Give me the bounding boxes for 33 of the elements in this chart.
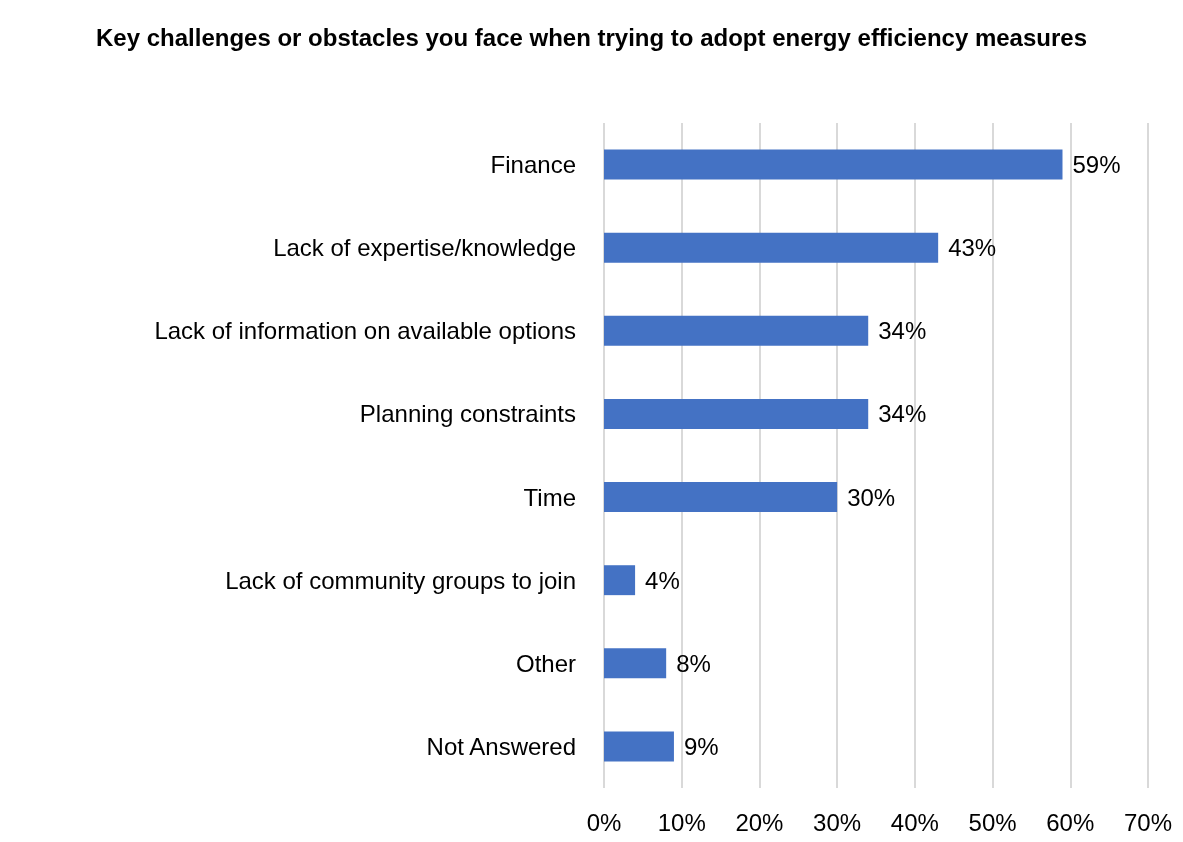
x-tick-label: 10% bbox=[657, 808, 706, 836]
bar bbox=[604, 482, 838, 513]
bar bbox=[604, 149, 1063, 180]
bar bbox=[604, 565, 636, 596]
bar bbox=[604, 648, 667, 679]
data-label: 30% bbox=[847, 483, 896, 511]
y-tick-label: Not Answered bbox=[426, 732, 576, 760]
data-label: 9% bbox=[683, 732, 719, 760]
x-tick-label: 60% bbox=[1046, 808, 1095, 836]
x-tick-label: 50% bbox=[968, 808, 1017, 836]
data-label: 4% bbox=[645, 566, 680, 594]
y-tick-label: Finance bbox=[490, 151, 576, 179]
data-label: 59% bbox=[1072, 151, 1121, 179]
y-tick-label: Planning constraints bbox=[359, 400, 576, 428]
data-label: 34% bbox=[878, 317, 927, 345]
y-tick-label: Lack of expertise/knowledge bbox=[273, 234, 576, 262]
y-tick-label: Lack of community groups to join bbox=[225, 566, 576, 594]
chart-title: Key challenges or obstacles you face when trying to adopt energy efficiency measures bbox=[96, 23, 1087, 51]
y-tick-label: Lack of information on available options bbox=[154, 317, 576, 345]
x-tick-label: 20% bbox=[735, 808, 784, 836]
x-tick-label: 40% bbox=[890, 808, 939, 836]
x-tick-label: 30% bbox=[813, 808, 862, 836]
data-label: 34% bbox=[878, 400, 927, 428]
x-tick-label: 70% bbox=[1123, 808, 1173, 836]
x-tick-label: 0% bbox=[586, 808, 622, 836]
data-label: 8% bbox=[676, 649, 711, 677]
y-tick-label: Other bbox=[515, 649, 576, 677]
bar bbox=[604, 398, 869, 429]
data-label: 43% bbox=[948, 234, 997, 262]
y-tick-label: Time bbox=[523, 483, 576, 511]
bar bbox=[604, 232, 939, 263]
bar bbox=[604, 731, 674, 762]
bar bbox=[604, 315, 869, 346]
